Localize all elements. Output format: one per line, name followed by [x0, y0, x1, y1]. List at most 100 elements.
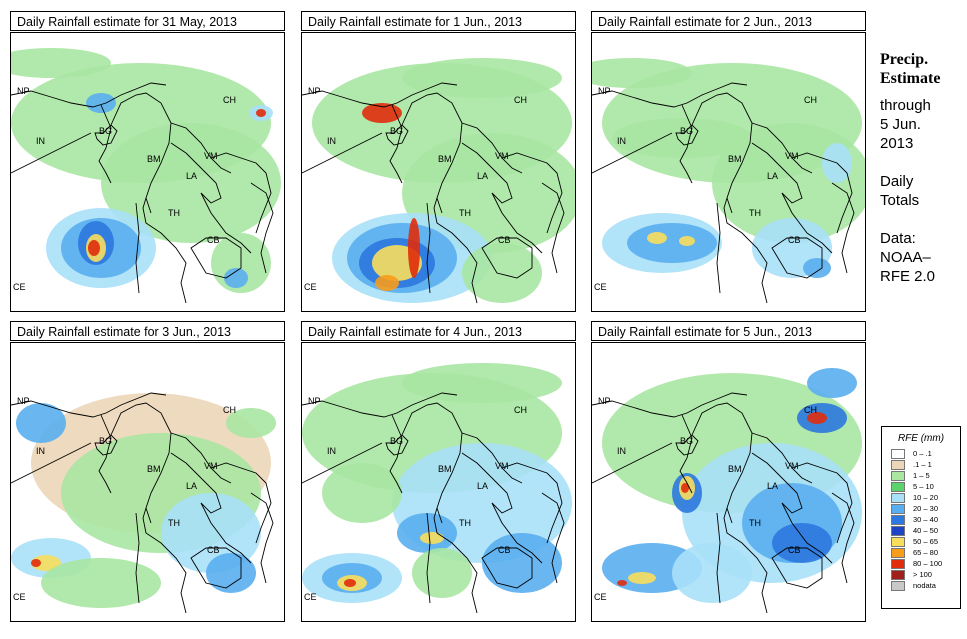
country-border: [771, 237, 823, 279]
country-border: [302, 392, 458, 418]
country-border: [481, 547, 533, 589]
rainfall-area: [322, 463, 402, 523]
rainfall-area: [226, 408, 276, 438]
country-label: BG: [99, 436, 112, 446]
caption-source: NOAA–: [880, 249, 931, 266]
country-label: CE: [13, 282, 26, 292]
panel-title: Daily Rainfall estimate for 1 Jun., 2013: [301, 11, 576, 31]
rainfall-area: [31, 559, 41, 567]
rainfall-area: [362, 103, 402, 123]
country-border: [723, 197, 768, 304]
rainfall-area: [627, 223, 717, 263]
country-border: [433, 197, 478, 304]
country-label: CH: [223, 405, 236, 415]
country-label: BM: [438, 464, 452, 474]
country-label: CB: [498, 235, 511, 245]
country-label: VM: [495, 461, 509, 471]
legend-swatch: [891, 569, 905, 580]
rainfall-map: NP IN BG BM CH VM LA TH CB CE: [301, 342, 576, 622]
country-border: [94, 434, 118, 456]
country-border: [200, 502, 252, 564]
country-label: BM: [147, 154, 161, 164]
country-border: [679, 414, 693, 494]
country-label: CH: [804, 405, 817, 415]
country-label: BM: [728, 464, 742, 474]
map-panel-5jun: Daily Rainfall estimate for 5 Jun., 2013…: [591, 321, 868, 623]
rainfall-area: [772, 523, 832, 563]
country-border: [98, 104, 112, 184]
country-border: [675, 434, 699, 456]
country-label: IN: [617, 136, 626, 146]
country-border: [170, 142, 222, 204]
legend-swatch: [891, 470, 905, 481]
rainfall-area: [647, 232, 667, 244]
caption-totals: Totals: [880, 192, 920, 209]
country-border: [716, 512, 721, 604]
rainfall-area: [807, 368, 857, 398]
legend-label: 20 – 30: [913, 504, 939, 513]
country-label: CH: [804, 95, 817, 105]
country-border: [592, 442, 673, 484]
country-border: [541, 182, 565, 274]
country-label: BG: [390, 436, 403, 446]
map-svg: NP IN BG BM CH VM LA TH CB CE: [11, 392, 276, 614]
rainfall-area: [256, 109, 266, 117]
country-border: [781, 192, 833, 254]
rainfall-area: [681, 483, 689, 493]
country-border: [461, 452, 513, 514]
rainfall-map: NP IN BG BM CH VM LA TH CB CE: [10, 342, 285, 622]
country-border: [481, 237, 533, 279]
country-border: [389, 414, 403, 494]
country-border: [302, 82, 458, 108]
country-label: VM: [785, 461, 799, 471]
side-caption: Precip. Estimate through 5 Jun. 2013 Dai…: [880, 50, 965, 286]
rainfall-area: [402, 58, 562, 98]
caption-year: 2013: [880, 135, 914, 152]
map-panel-31may: Daily Rainfall estimate for 31 May, 2013…: [10, 11, 287, 313]
legend-item: > 100: [891, 569, 960, 580]
country-border: [751, 122, 813, 174]
map-svg: NP IN BG BM CH VM LA TH CB CE: [302, 58, 575, 304]
panel-title: Daily Rainfall estimate for 2 Jun., 2013: [591, 11, 866, 31]
country-border: [190, 547, 242, 589]
country-label: CH: [514, 95, 527, 105]
country-label: LA: [767, 171, 778, 181]
country-border: [592, 132, 673, 174]
country-border: [501, 462, 563, 544]
map-panel-1jun: Daily Rainfall estimate for 1 Jun., 2013…: [301, 11, 578, 313]
legend-item: 1 – 5: [891, 470, 960, 481]
rainfall-area: [41, 558, 161, 608]
legend-swatch: [891, 492, 905, 503]
rainfall-map: NP IN BG BM CH VM LA TH CB CE: [591, 32, 866, 312]
rainfall-area: [86, 93, 116, 113]
map-svg: NP IN BG BM CH VM LA TH CB CE: [11, 48, 281, 304]
country-border: [135, 512, 140, 604]
rainfall-area: [807, 412, 827, 424]
country-label: CE: [594, 592, 607, 602]
country-label: LA: [186, 481, 197, 491]
map-panel-4jun: Daily Rainfall estimate for 4 Jun., 2013…: [301, 321, 578, 623]
country-border: [771, 547, 823, 589]
country-label: CB: [498, 545, 511, 555]
rainfall-area: [31, 555, 61, 571]
legend-item: 0 – .1: [891, 448, 960, 459]
country-border: [751, 452, 803, 514]
legend-swatch: [891, 459, 905, 470]
panel-title: Daily Rainfall estimate for 4 Jun., 2013: [301, 321, 576, 341]
rainfall-area: [672, 543, 752, 603]
rainfall-area: [206, 553, 256, 593]
rainfall-area: [11, 48, 111, 78]
country-border: [541, 492, 565, 584]
legend-swatch: [891, 503, 905, 514]
map-panel-3jun: Daily Rainfall estimate for 3 Jun., 2013…: [10, 321, 287, 623]
country-label: IN: [617, 446, 626, 456]
country-border: [250, 182, 274, 274]
caption-heading-2: Estimate: [880, 70, 941, 87]
legend-swatch: [891, 448, 905, 459]
rainfall-map: NP IN BG BM CH VM LA TH CB CE: [591, 342, 866, 622]
country-label: LA: [477, 171, 488, 181]
country-label: LA: [477, 481, 488, 491]
legend-label: 30 – 40: [913, 515, 939, 524]
legend-rows: 0 – .1 .1 – 1 1 – 5 5 – 10 10 – 20 20 – 30 30 …: [882, 448, 960, 591]
panel-title: Daily Rainfall estimate for 5 Jun., 2013: [591, 321, 866, 341]
